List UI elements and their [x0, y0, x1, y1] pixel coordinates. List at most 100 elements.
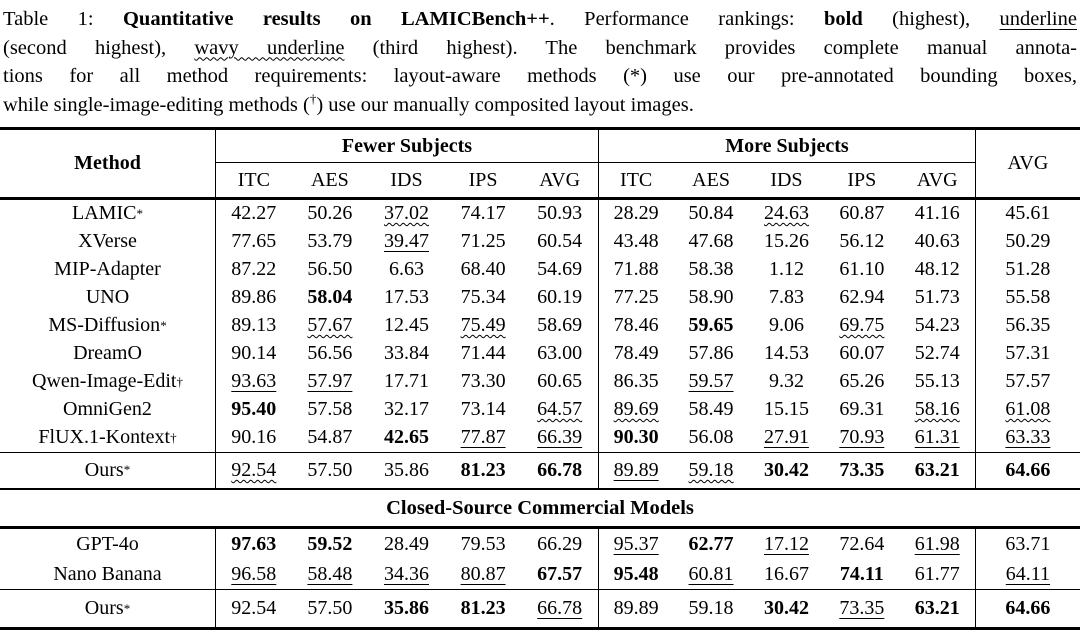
cell-fewer-itc: 89.86 [215, 283, 292, 312]
cell-more-itc: 86.35 [597, 367, 673, 396]
cell-more-itc: 89.69 [597, 395, 673, 424]
col-header-more-itc: ITC [597, 163, 673, 197]
cell-fewer-aes: 59.52 [307, 532, 353, 555]
cell-fewer-avg: 66.39 [537, 426, 583, 449]
method-name: DreamO [0, 340, 215, 368]
col-header-more-ids: IDS [770, 168, 803, 191]
cell-fewer-itc: 90.16 [215, 423, 292, 452]
cell-more-aes: 57.86 [688, 342, 734, 365]
cell-more-itc: 90.30 [597, 423, 673, 452]
cell-more-ips: 61.10 [839, 258, 885, 281]
cell-more-ids: 15.26 [763, 230, 809, 253]
row-xverse: XVerse 77.65 53.79 39.47 71.25 60.54 43.48 47.6… [0, 227, 1080, 256]
cell-fewer-ids: 28.49 [383, 532, 429, 555]
caption-segment: Quantitative results on LAMICBench++ [122, 8, 550, 30]
cell-fewer-aes: 58.48 [307, 562, 353, 585]
cell-fewer-ips: 79.53 [460, 532, 506, 555]
cell-more-itc: 71.88 [597, 255, 673, 284]
cell-more-itc: 89.89 [597, 590, 673, 628]
cell-fewer-ips: 81.23 [460, 597, 506, 620]
method-label: GPT-4o [76, 532, 139, 555]
cell-more-avg: 63.21 [914, 458, 960, 481]
row-qwen-image-edit: Qwen-Image-Edit † 93.63 57.97 17.71 73.30 60.6… [0, 367, 1080, 396]
method-name: LAMIC * [72, 202, 143, 225]
row-flux-1-kontext: FlUX.1-Kontext † 90.16 54.87 42.65 77.87 66.39… [0, 423, 1080, 452]
cell-fewer-avg: 66.29 [537, 532, 583, 555]
method-label: LAMIC [72, 202, 137, 225]
col-header-more-ips: IPS [847, 168, 877, 191]
method-label: XVerse [78, 230, 137, 253]
row-dreamo: DreamO 90.14 56.56 33.84 71.44 63.00 78.49 57.8… [0, 339, 1080, 368]
open-source-summary: Ours * 92.54 57.50 35.86 81.23 66.78 89.89 59.18… [0, 452, 1080, 488]
cell-more-ids: 1.12 [768, 258, 804, 281]
cell-overall-avg: 57.57 [974, 367, 1080, 396]
cell-more-itc: 78.49 [597, 339, 673, 368]
cell-more-ips: 73.35 [839, 458, 885, 481]
method-name: OmniGen2 [0, 396, 215, 424]
method-name: Ours * [84, 458, 131, 481]
method-name: FlUX.1-Kontext † [38, 426, 177, 449]
cell-fewer-itc: 96.58 [215, 559, 292, 590]
cell-more-ids: 17.12 [763, 532, 809, 555]
cell-fewer-ips: 73.14 [460, 398, 506, 421]
cell-more-aes: 59.18 [688, 597, 734, 620]
row-ours: Ours * 92.54 57.50 35.86 81.23 66.78 89.89 59.18… [0, 590, 1080, 628]
group-header-more-subjects: More Subjects [597, 130, 975, 163]
cell-fewer-itc: 90.14 [215, 339, 292, 368]
row-ours: Ours * 92.54 57.50 35.86 81.23 66.78 89.89 59.18… [0, 452, 1080, 488]
table-top-rule [0, 127, 1080, 130]
cell-fewer-avg: 66.78 [537, 597, 583, 620]
cell-more-avg: 40.63 [914, 230, 960, 253]
cell-fewer-ids: 17.53 [383, 286, 429, 309]
col-header-more-aes: AES [692, 168, 730, 191]
table-caption: Table 1: Quantitative results on LAMICBe… [0, 0, 1080, 119]
cell-fewer-itc: 93.63 [215, 367, 292, 396]
caption-segment: (highest), [862, 8, 1000, 30]
open-source-rows: LAMIC * 42.27 50.26 37.02 74.17 50.93 28.29 50.8… [0, 199, 1080, 452]
cell-fewer-ids: 34.36 [383, 562, 429, 585]
method-label: FlUX.1-Kontext [38, 426, 171, 449]
row-mip-adapter: MIP-Adapter 87.22 56.50 6.63 68.40 54.69 71.88… [0, 255, 1080, 284]
cell-fewer-ips: 68.40 [460, 258, 506, 281]
col-header-fewer-itc: ITC [215, 163, 292, 197]
cell-more-itc: 28.29 [597, 199, 673, 228]
cell-fewer-ids: 33.84 [383, 342, 429, 365]
cell-more-ids: 7.83 [768, 286, 804, 309]
closed-source-summary: Ours * 92.54 57.50 35.86 81.23 66.78 89.89 59.18… [0, 590, 1080, 628]
cell-fewer-ids: 39.47 [383, 230, 429, 253]
cell-more-avg: 61.77 [914, 562, 960, 585]
cell-more-ips: 62.94 [839, 286, 885, 309]
cell-fewer-aes: 57.50 [307, 597, 353, 620]
cell-fewer-ids: 6.63 [388, 258, 424, 281]
cell-more-avg: 54.23 [914, 314, 960, 337]
method-name: Nano Banana [0, 559, 215, 589]
method-name: UNO [0, 284, 215, 312]
cell-more-avg: 63.21 [914, 597, 960, 620]
cell-more-aes: 58.38 [688, 258, 734, 281]
col-header-fewer-aes: AES [310, 168, 349, 191]
cell-more-ids: 30.42 [763, 458, 809, 481]
cell-more-ids: 27.91 [763, 426, 809, 449]
cell-fewer-avg: 54.69 [537, 258, 583, 281]
cell-fewer-aes: 57.67 [307, 314, 353, 337]
method-name: Qwen-Image-Edit † [32, 370, 183, 393]
col-header-fewer-ids: IDS [390, 168, 423, 191]
method-label: MS-Diffusion [48, 314, 161, 337]
cell-fewer-aes: 54.87 [307, 426, 353, 449]
cell-more-ids: 30.42 [763, 597, 809, 620]
method-label: UNO [85, 286, 130, 309]
cell-more-aes: 58.49 [688, 398, 734, 421]
cell-more-ips: 73.35 [839, 597, 885, 620]
caption-segment: wavy underline [194, 36, 345, 59]
cell-more-ids: 14.53 [763, 342, 809, 365]
cell-more-aes: 47.68 [688, 230, 734, 253]
section-divider-rule-top [0, 487, 1080, 491]
cell-overall-avg: 61.08 [974, 395, 1080, 424]
cell-more-aes: 58.90 [688, 286, 734, 309]
cell-fewer-avg: 63.00 [537, 342, 583, 365]
cell-fewer-itc: 92.54 [215, 452, 292, 488]
cell-fewer-ids: 35.86 [383, 458, 429, 481]
results-table: Method Fewer Subjects More Subjects AVG … [0, 127, 1080, 631]
cell-more-ips: 69.31 [839, 398, 885, 421]
cell-fewer-aes: 57.50 [307, 458, 353, 481]
